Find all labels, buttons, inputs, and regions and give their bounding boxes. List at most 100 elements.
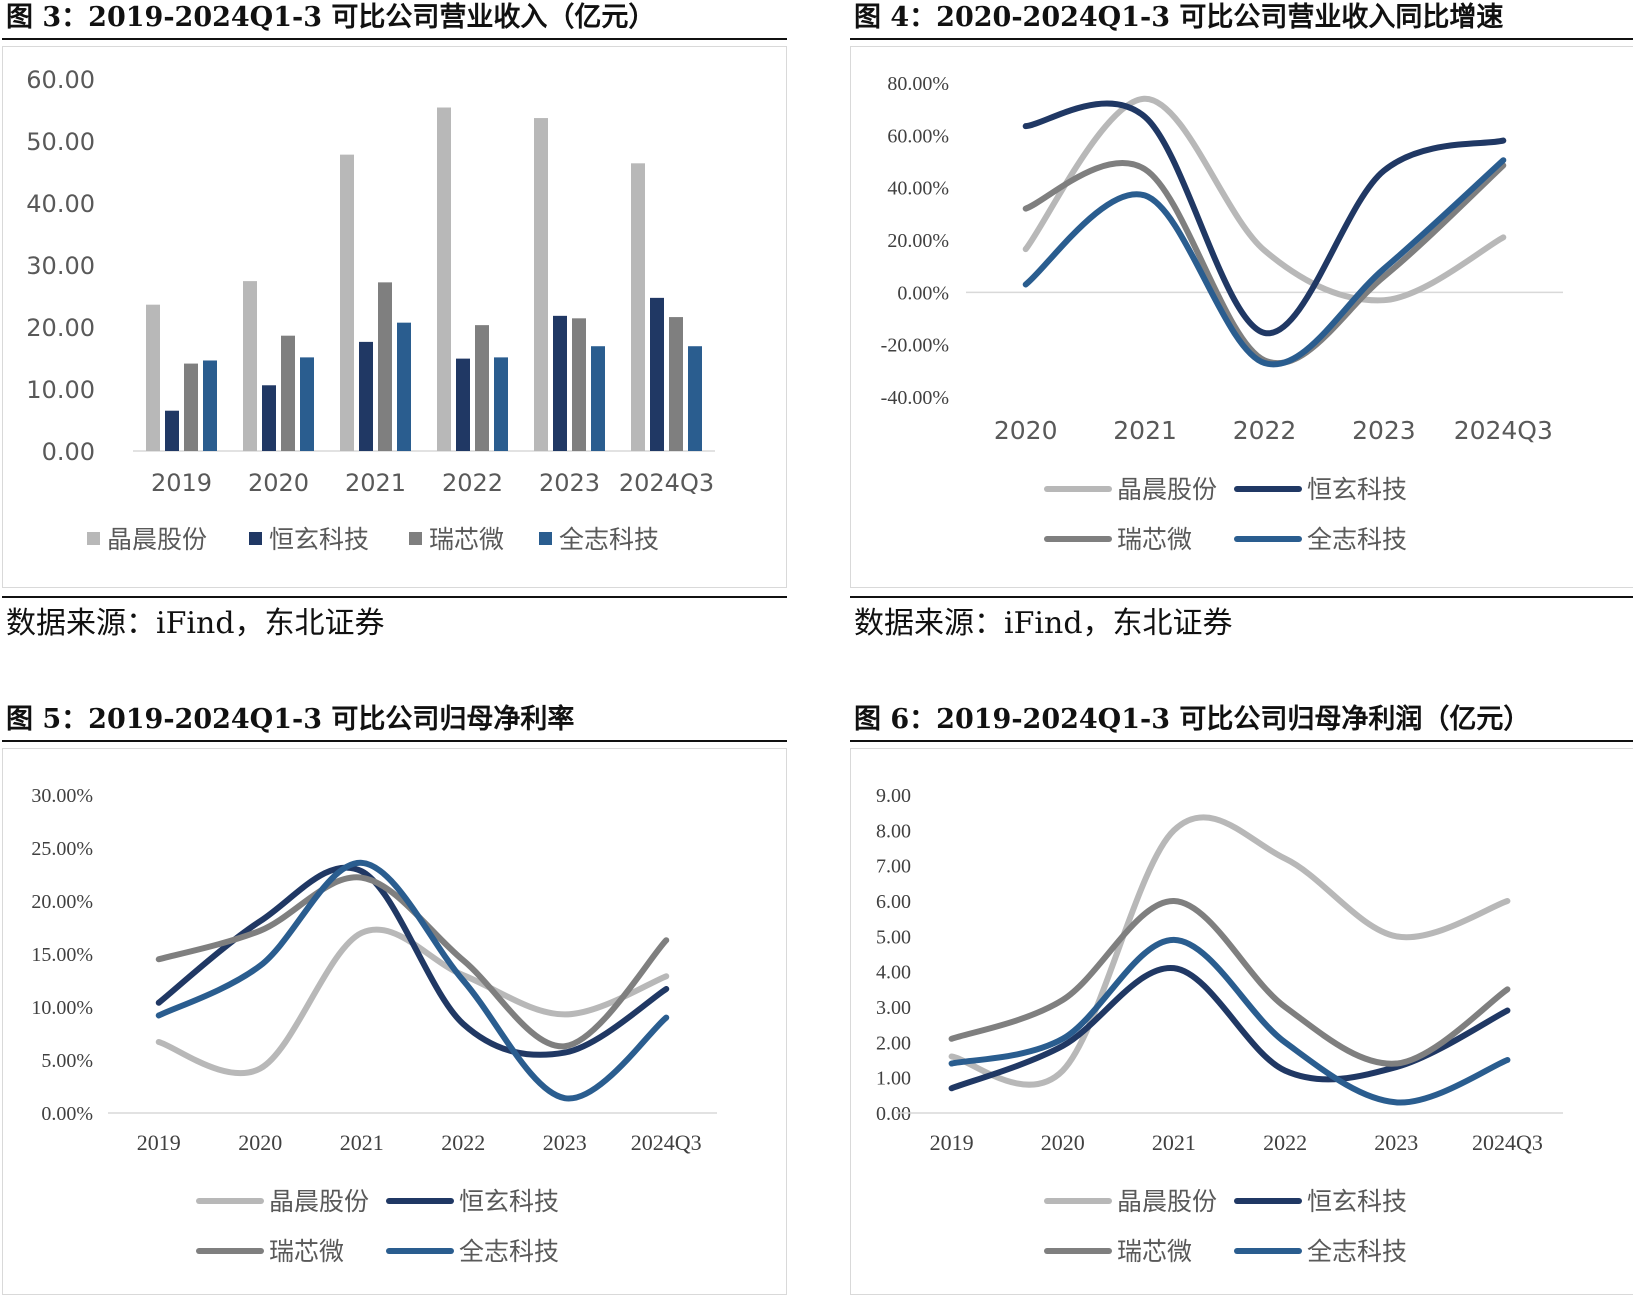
series-line-hengxuan: [948, 965, 1511, 1092]
x-tick-label: 2024Q3: [631, 1130, 702, 1155]
x-tick-label: 2020: [238, 1130, 282, 1155]
x-tick-label: 2021: [340, 1130, 384, 1155]
y-tick-label: 60.00: [26, 66, 95, 94]
x-tick-label: 2022: [442, 469, 503, 497]
y-tick-label: 4.00: [876, 962, 911, 984]
legend-label-jingchen: 晶晨股份: [1117, 475, 1217, 504]
series-line-hengxuan: [155, 864, 670, 1058]
figure-6-line-chart: 0.00 1.00 2.00 3.00 4.00 5.00 6.00 7.00 8.00 9.00…: [876, 785, 1563, 1266]
y-tick-label: 9.00: [876, 785, 911, 807]
legend-label-ruixinwei: 瑞芯微: [1117, 525, 1192, 554]
bar-jingchen-2024Q3: [631, 163, 645, 451]
bar-jingchen-2022: [437, 107, 451, 451]
x-tick-label: 2021: [1113, 416, 1177, 445]
y-tick-label: 3.00: [876, 997, 911, 1019]
figure-4-line-chart: -40.00% -20.00% 0.00% 20.00% 40.00% 60.00% 80.…: [881, 73, 1563, 554]
y-tick-label: 30.00: [26, 252, 95, 280]
x-tick-label: 2020: [994, 416, 1058, 445]
bar-jingchen-2023: [534, 118, 548, 451]
legend-label-quanzhi: 全志科技: [1307, 1237, 1407, 1266]
y-tick-label: 20.00%: [887, 230, 949, 252]
legend-label-jingchen: 晶晨股份: [1117, 1187, 1217, 1216]
bar-ruixinwei-2020: [281, 335, 295, 451]
x-tick-label: 2024Q3: [1472, 1130, 1543, 1155]
y-tick-label: 10.00: [26, 376, 95, 404]
bar-quanzhi-2020: [300, 357, 314, 451]
series-line-ruixinwei: [948, 897, 1511, 1067]
figure-3-source: 数据来源：iFind，东北证券: [2, 596, 787, 644]
series-line-quanzhi: [1022, 157, 1507, 368]
legend-swatch-hengxuan: [249, 532, 262, 545]
figure-5-panel: 图 5：2019-2024Q1-3 可比公司归母净利率 0.00% 5.00% 10…: [2, 702, 787, 1295]
y-tick-label: 20.00%: [31, 891, 93, 913]
x-tick-label: 2021: [1152, 1130, 1196, 1155]
y-tick-label: 50.00: [26, 128, 95, 156]
bar-ruixinwei-2024Q3: [669, 317, 683, 451]
x-tick-label: 2020: [1041, 1130, 1085, 1155]
figure-5-line-chart: 0.00% 5.00% 10.00% 15.00% 20.00% 25.00% 30.00%…: [31, 785, 717, 1266]
y-tick-label: 40.00%: [887, 178, 949, 200]
series-line-quanzhi: [155, 859, 670, 1102]
y-tick-label: 6.00: [876, 891, 911, 913]
bar-quanzhi-2022: [494, 357, 508, 451]
legend-label-quanzhi: 全志科技: [559, 525, 659, 554]
legend-swatch-jingchen: [87, 532, 100, 545]
legend-label-ruixinwei: 瑞芯微: [269, 1237, 344, 1266]
legend-label-ruixinwei: 瑞芯微: [1117, 1237, 1192, 1266]
x-tick-label: 2019: [151, 469, 212, 497]
figure-3-chart-frame: 0.00 10.00 20.00 30.00 40.00 50.00 60.00 2019 20…: [2, 46, 787, 588]
figure-3-title: 图 3：2019-2024Q1-3 可比公司营业收入（亿元）: [2, 0, 787, 40]
legend-label-hengxuan: 恒玄科技: [459, 1187, 559, 1216]
legend-label-hengxuan: 恒玄科技: [1307, 475, 1407, 504]
bar-hengxuan-2022: [456, 358, 470, 451]
y-tick-label: 5.00%: [41, 1050, 93, 1072]
bar-ruixinwei-2019: [184, 363, 198, 451]
bar-jingchen-2019: [146, 304, 160, 451]
x-tick-label: 2023: [1374, 1130, 1418, 1155]
series-line-quanzhi: [948, 936, 1511, 1106]
series-line-jingchen: [1022, 95, 1507, 304]
x-tick-label: 2023: [539, 469, 600, 497]
legend-swatch-ruixinwei: [409, 532, 422, 545]
y-tick-label: 60.00%: [887, 125, 949, 147]
y-tick-label: 0.00%: [897, 282, 949, 304]
figure-4-panel: 图 4：2020-2024Q1-3 可比公司营业收入同比增速 -40.00% -2…: [850, 0, 1633, 644]
y-tick-label: 10.00%: [31, 997, 93, 1019]
y-tick-label: 5.00: [876, 926, 911, 948]
x-tick-label: 2022: [441, 1130, 485, 1155]
x-tick-label: 2019: [930, 1130, 974, 1155]
x-tick-label: 2021: [345, 469, 406, 497]
x-tick-label: 2020: [248, 469, 309, 497]
legend-label-jingchen: 晶晨股份: [269, 1187, 369, 1216]
y-tick-label: 20.00: [26, 314, 95, 342]
legend-label-hengxuan: 恒玄科技: [1307, 1187, 1407, 1216]
x-tick-label: 2019: [137, 1130, 181, 1155]
bar-jingchen-2021: [340, 154, 354, 451]
figure-4-title: 图 4：2020-2024Q1-3 可比公司营业收入同比增速: [850, 0, 1633, 40]
series-line-jingchen: [155, 926, 670, 1077]
bar-hengxuan-2020: [262, 385, 276, 451]
bar-ruixinwei-2021: [378, 282, 392, 451]
bar-quanzhi-2023: [591, 346, 605, 451]
y-tick-label: 30.00%: [31, 785, 93, 807]
y-tick-label: 40.00: [26, 190, 95, 218]
figure-6-chart-frame: 0.00 1.00 2.00 3.00 4.00 5.00 6.00 7.00 8.00 9.00…: [850, 748, 1633, 1295]
x-tick-label: 2023: [1352, 416, 1416, 445]
y-tick-label: 80.00%: [887, 73, 949, 95]
figure-6-title: 图 6：2019-2024Q1-3 可比公司归母净利润（亿元）: [850, 702, 1633, 742]
bar-hengxuan-2024Q3: [650, 297, 664, 451]
y-tick-label: -20.00%: [881, 335, 949, 357]
series-line-ruixinwei: [155, 874, 670, 1050]
legend-label-jingchen: 晶晨股份: [107, 525, 207, 554]
figure-3-panel: 图 3：2019-2024Q1-3 可比公司营业收入（亿元） 0.00 10.00…: [2, 0, 787, 644]
y-tick-label: 2.00: [876, 1032, 911, 1054]
y-tick-label: 8.00: [876, 820, 911, 842]
bar-hengxuan-2023: [553, 315, 567, 451]
y-tick-label: 0.00: [42, 438, 95, 466]
bar-quanzhi-2024Q3: [688, 346, 702, 451]
legend-label-quanzhi: 全志科技: [1307, 525, 1407, 554]
legend-swatch-quanzhi: [539, 532, 552, 545]
x-tick-label: 2023: [543, 1130, 587, 1155]
legend-label-hengxuan: 恒玄科技: [269, 525, 369, 554]
series-line-hengxuan: [1022, 100, 1507, 336]
